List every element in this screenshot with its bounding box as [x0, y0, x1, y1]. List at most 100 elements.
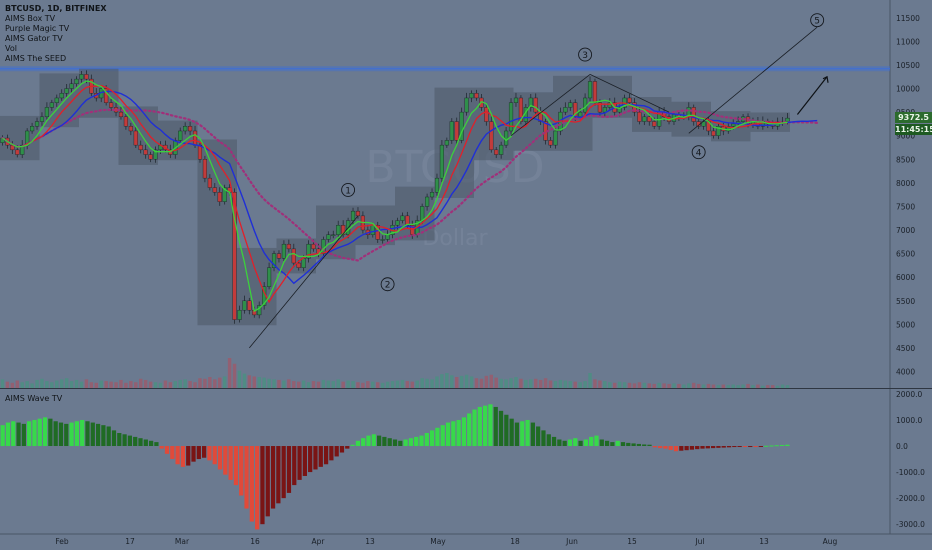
wave-bar [186, 446, 191, 466]
wave-bar [212, 446, 217, 465]
volume-bar [94, 382, 99, 388]
candle-body [597, 102, 602, 113]
volume-bar [390, 381, 395, 388]
legend-indicator-gator[interactable]: AIMS Gator TV [5, 34, 63, 43]
candle-body [84, 74, 89, 80]
candle-body [627, 97, 632, 103]
volume-bar [677, 383, 681, 388]
volume-bar [558, 379, 563, 388]
volume-bar [301, 380, 306, 388]
candle-body [726, 126, 731, 132]
wave-bar [525, 419, 530, 447]
wave-bar [122, 434, 127, 447]
wave-bar [292, 446, 297, 486]
price-tick-label: 5000 [896, 320, 915, 329]
wave-bar [514, 422, 520, 447]
wave-panel-title[interactable]: AIMS Wave TV [5, 394, 63, 403]
time-tick-label: Mar [175, 537, 190, 546]
volume-bar [617, 381, 622, 388]
legend-indicator-box[interactable]: AIMS Box TV [5, 14, 56, 23]
candle-body [74, 78, 79, 85]
wave-bar [64, 423, 69, 447]
wave-bar [705, 446, 710, 449]
candle-body [54, 97, 59, 103]
candle-body [192, 130, 198, 146]
volume-bar [627, 382, 632, 388]
price-tick-label: 7000 [896, 226, 915, 235]
candle-body [188, 126, 193, 132]
wave-bar [106, 426, 111, 447]
candle-body [637, 111, 642, 122]
candle-body [34, 121, 40, 127]
volume-bar [198, 378, 202, 388]
wave-bar [37, 418, 42, 447]
volume-bar [173, 381, 178, 388]
volume-bar [272, 379, 276, 388]
time-tick-label: 16 [250, 537, 260, 546]
wave-bar [308, 446, 313, 473]
candle-body [785, 117, 790, 122]
wave-bar [440, 425, 445, 447]
volume-bar [548, 380, 553, 388]
volume-bar [30, 383, 34, 388]
candle-body [15, 149, 20, 155]
volume-bar [652, 383, 656, 388]
volume-bar [464, 374, 469, 388]
wave-bar [557, 439, 562, 447]
candle-body [568, 102, 573, 108]
wave-3-label: 3 [582, 51, 588, 61]
wave-3-marker [578, 47, 593, 62]
candle-body [104, 88, 109, 103]
wave-bar [546, 434, 551, 447]
wave-bar [143, 439, 148, 447]
wave-bar [520, 421, 525, 447]
volume-bar [292, 381, 296, 388]
candle-body [602, 107, 607, 113]
legend-indicator-vol[interactable]: Vol [5, 44, 17, 53]
wave-bar [117, 432, 122, 447]
candle-body [489, 121, 494, 151]
wave-bar [726, 446, 732, 448]
legend-indicator-purple-magic[interactable]: Purple Magic TV [5, 24, 70, 33]
candle-body [276, 253, 282, 259]
legend-ticker[interactable]: BTCUSD, 1D, BITFINEX [5, 4, 107, 13]
wave-5-marker [810, 13, 825, 28]
volume-bar [395, 380, 400, 388]
volume-bar [109, 381, 113, 388]
wave-bar [594, 435, 599, 447]
wave-1-marker [341, 182, 356, 197]
wave-bar [673, 446, 679, 452]
candle-body [528, 97, 533, 108]
wave-bar [562, 440, 567, 447]
wave-bar [376, 435, 382, 447]
volume-bar [494, 377, 498, 388]
volume-bar [533, 378, 538, 388]
volume-bar [242, 373, 247, 388]
volume-bar [163, 380, 168, 388]
candle-body [59, 93, 64, 99]
volume-bar [138, 378, 143, 388]
wave-bar [111, 430, 117, 447]
volume-bar [74, 379, 79, 388]
volume-bar [632, 383, 637, 388]
volume-bar [385, 381, 390, 388]
legend-indicator-seed[interactable]: AIMS The SEED [5, 54, 67, 63]
price-tick-label: 11000 [896, 37, 920, 46]
wave-bar [339, 446, 345, 453]
wave-bar [716, 446, 721, 448]
wave-bar [398, 440, 403, 447]
volume-bar [20, 382, 24, 388]
price-tick-label: 10500 [896, 61, 920, 70]
price-tick-label: 10000 [896, 85, 920, 94]
wave-bar [382, 436, 387, 447]
trend-line [589, 74, 670, 113]
price-tick-label: 4500 [896, 344, 915, 353]
wave-bar [445, 422, 451, 447]
price-box [395, 186, 435, 241]
candle-body [49, 102, 54, 108]
wave-bar [583, 439, 588, 447]
price-tick-label: 7500 [896, 202, 915, 211]
wave-bar [493, 406, 498, 447]
volume-bar [148, 381, 153, 388]
